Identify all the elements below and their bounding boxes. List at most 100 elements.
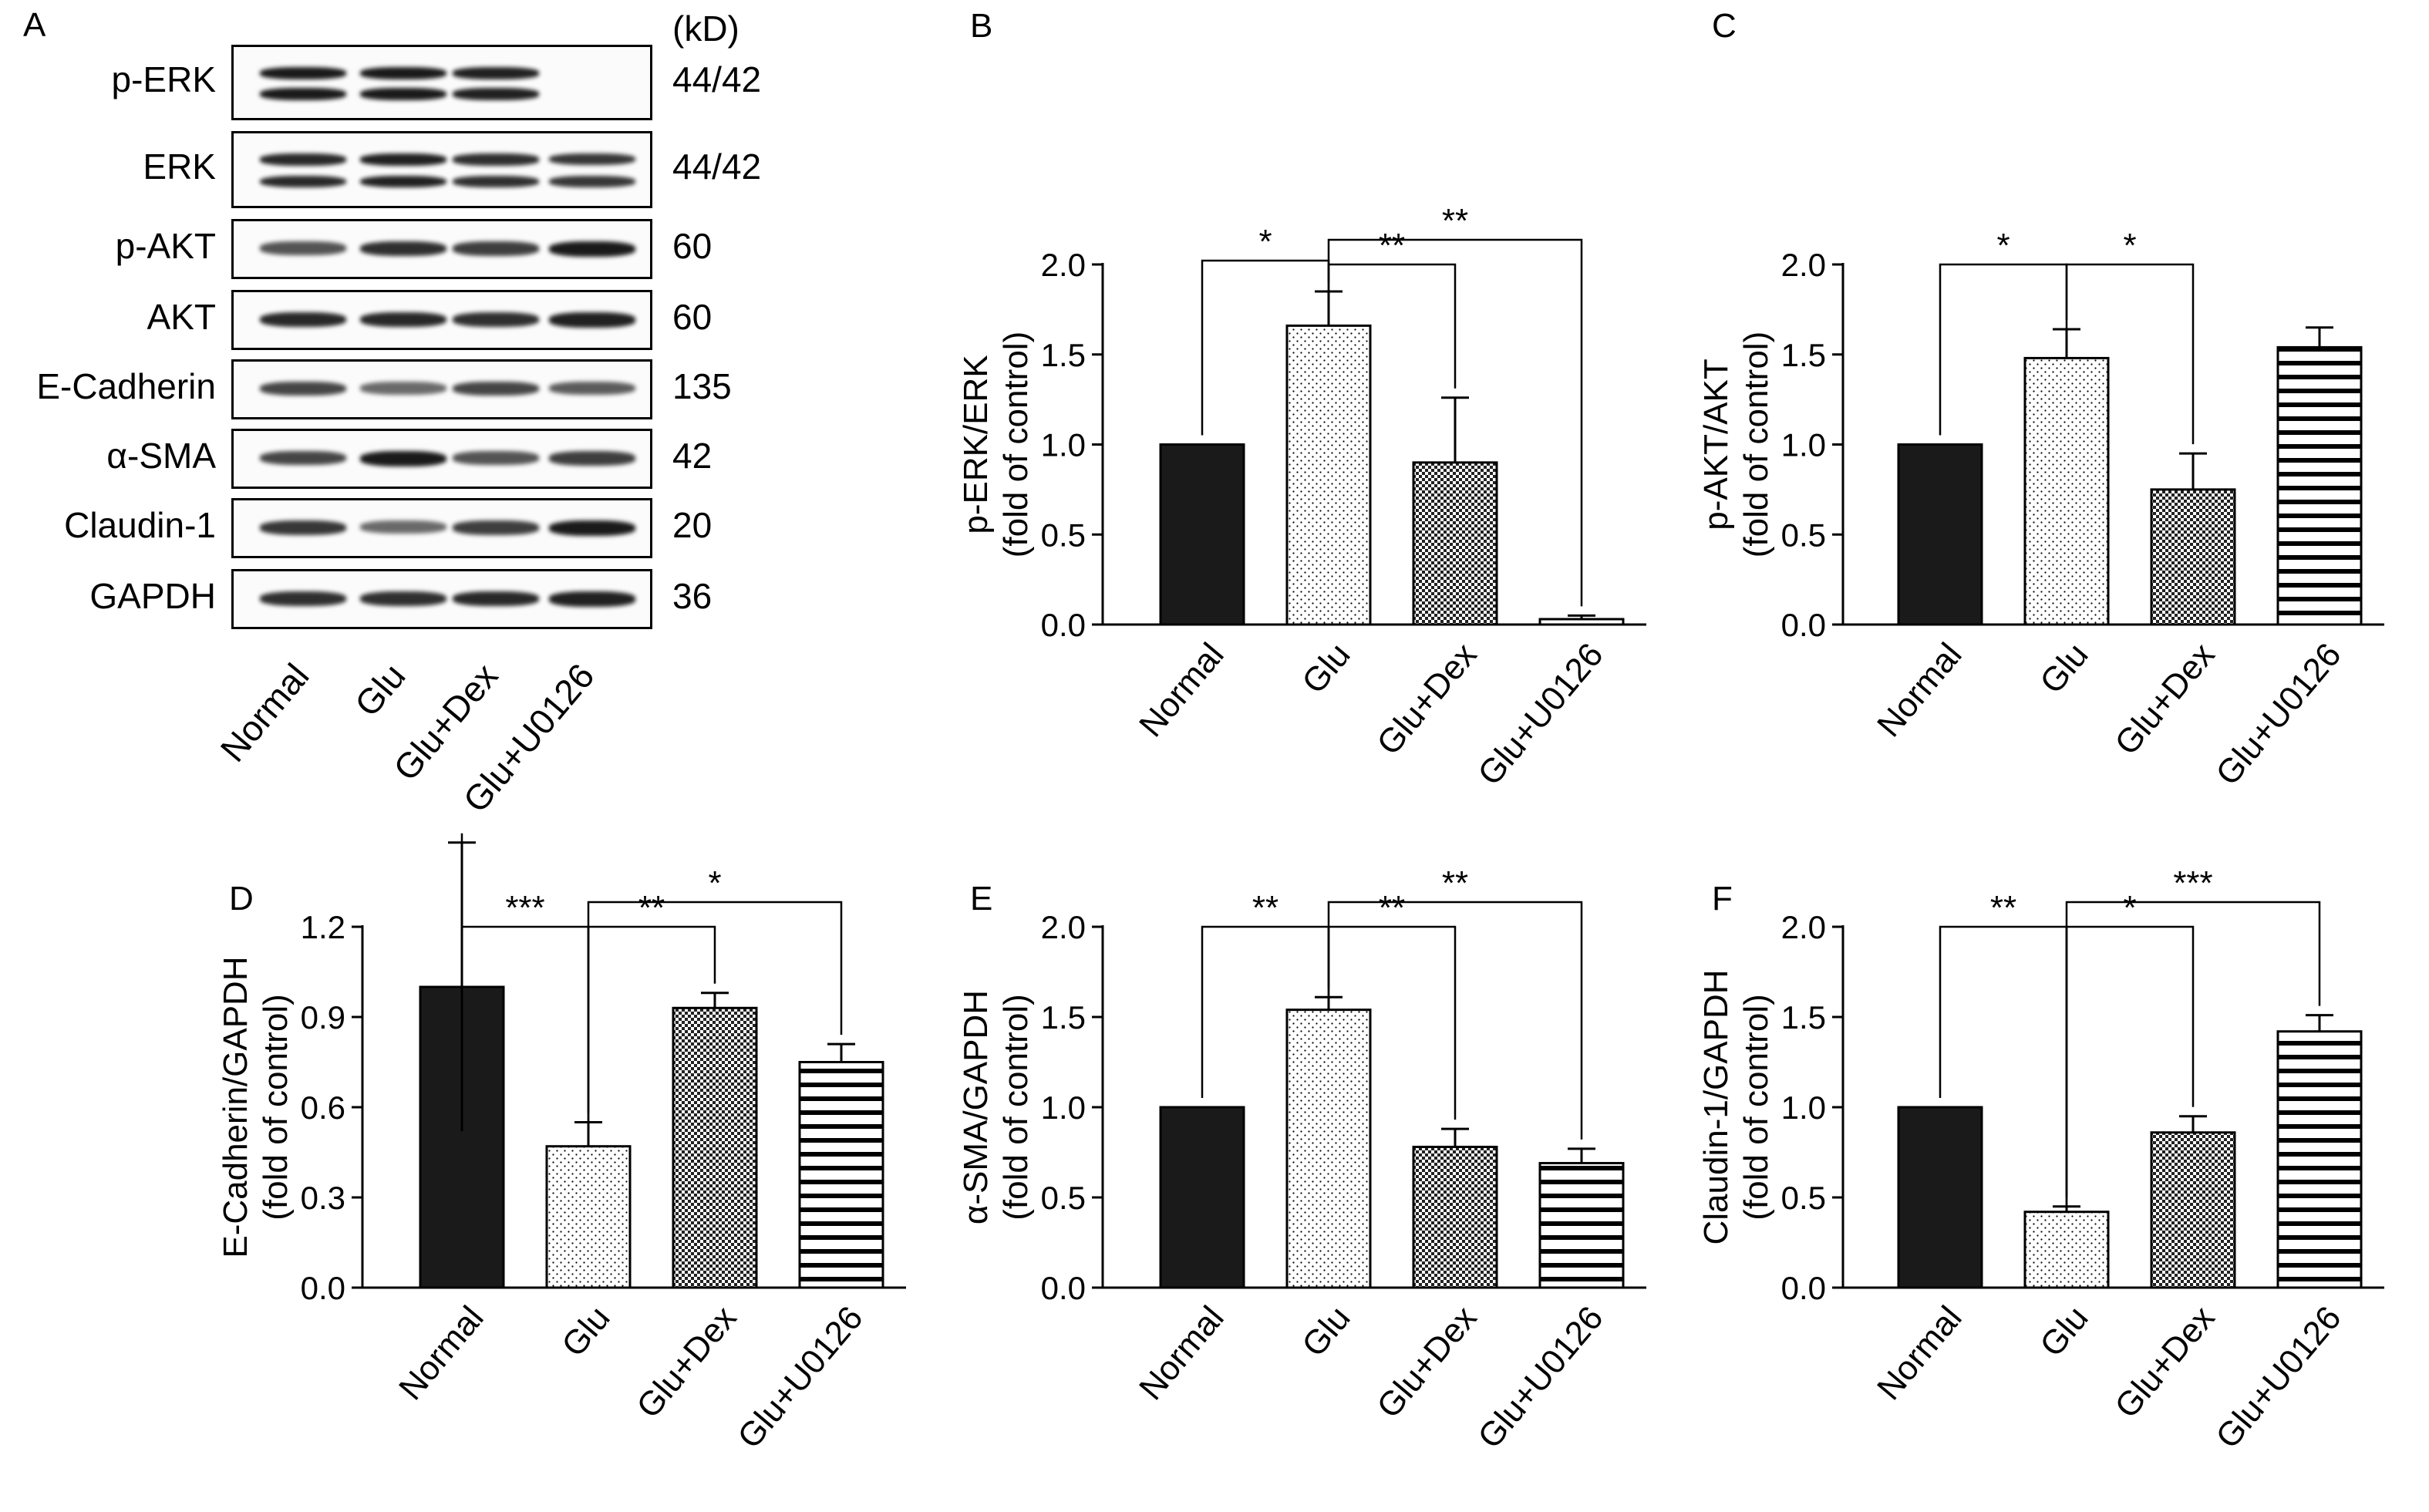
blot-row-label: GAPDH: [89, 576, 216, 616]
y-tick-label: 0.5: [1041, 517, 1086, 553]
bar: [1159, 443, 1245, 626]
significance-label: ***: [2173, 864, 2212, 902]
blot-band: [360, 241, 446, 257]
x-tick-label: Glu+Dex: [2107, 1299, 2222, 1426]
blot-band: [360, 153, 446, 167]
significance-label: *: [708, 864, 721, 902]
blot-band: [453, 382, 539, 396]
blot-strip: [231, 290, 652, 350]
x-tick-label: Glu+Dex: [2107, 636, 2222, 763]
y-tick-label: 1.0: [1041, 427, 1086, 463]
x-tick-label: Glu+Dex: [629, 1299, 743, 1426]
y-axis-label: Claudin-1/GAPDH: [1697, 969, 1735, 1244]
blot-band: [260, 591, 346, 607]
significance-label: **: [1442, 864, 1468, 902]
blot-band: [360, 88, 446, 101]
x-tick-label: Normal: [1132, 636, 1231, 744]
significance-bracket: [2065, 263, 2195, 445]
bar: [545, 1145, 632, 1289]
blot-band: [549, 591, 635, 607]
blot-row-label: ERK: [143, 146, 216, 187]
significance-label: **: [1379, 227, 1405, 264]
significance-bracket: [587, 901, 843, 1123]
blot-band: [549, 175, 635, 187]
y-tick-label: 0.6: [301, 1089, 345, 1126]
blot-strip: [231, 429, 652, 489]
blot-band: [453, 312, 539, 328]
blot-band: [453, 175, 539, 187]
bar: [2023, 1211, 2110, 1289]
blot-band: [453, 451, 539, 465]
bar: [2023, 356, 2110, 626]
x-tick-label: Glu+U0126: [2208, 636, 2348, 793]
blot-band: [549, 153, 635, 166]
significance-bracket: [1327, 901, 1583, 1140]
bar: [1538, 618, 1625, 626]
blot-band: [260, 175, 346, 188]
blot-band: [360, 382, 446, 395]
y-axis-label: (fold of control): [257, 994, 295, 1220]
bar: [1285, 1009, 1372, 1289]
bar: [2276, 1030, 2363, 1289]
panel-letter-a: A: [23, 6, 46, 44]
x-tick-label: Normal: [1870, 636, 1969, 744]
blot-row-label: α-SMA: [106, 436, 216, 476]
significance-label: **: [1990, 889, 2016, 927]
y-axis-label: α-SMA/GAPDH: [957, 990, 995, 1224]
blot-kd-value: 60: [672, 297, 713, 337]
panel-letter: B: [970, 7, 992, 45]
y-axis-label: p-AKT/AKT: [1697, 359, 1735, 530]
blot-kd-value: 60: [672, 226, 713, 266]
blot-kd-value: 44/42: [672, 59, 762, 99]
y-tick-label: 2.0: [1041, 909, 1086, 945]
x-tick-label: Glu: [554, 1299, 618, 1364]
y-tick-label: 0.0: [1781, 1270, 1826, 1306]
significance-label: ***: [505, 889, 544, 927]
y-axis-label: (fold of control): [1737, 994, 1775, 1220]
bar: [1159, 1106, 1245, 1289]
blot-band: [260, 241, 346, 255]
blot-strip: [231, 45, 652, 120]
blot-band: [360, 175, 446, 188]
blot-kd-value: 42: [672, 436, 713, 476]
blot-band: [549, 520, 635, 536]
x-tick-label: Normal: [1132, 1299, 1231, 1407]
blot-band: [453, 241, 539, 256]
blot-band: [453, 520, 539, 535]
significance-label: **: [1252, 889, 1279, 927]
y-tick-label: 2.0: [1781, 247, 1826, 283]
significance-label: *: [1258, 223, 1272, 261]
blot-row-label: Claudin-1: [64, 505, 216, 545]
y-tick-label: 0.0: [1041, 607, 1086, 643]
y-tick-label: 0.5: [1041, 1180, 1086, 1216]
x-tick-label: Glu+Dex: [1369, 636, 1484, 763]
blot-strip: [231, 359, 652, 419]
blot-kd-value: 20: [672, 505, 713, 545]
bar: [1897, 1106, 1983, 1289]
x-tick-label: Glu+U0126: [730, 1299, 870, 1456]
x-tick-label: Normal: [1870, 1299, 1969, 1407]
panel-letter: F: [1712, 880, 1733, 918]
blot-kd-value: 36: [672, 576, 713, 616]
blot-strip: [231, 219, 652, 279]
significance-label: **: [1379, 889, 1405, 927]
panel-letter: D: [229, 880, 254, 918]
blot-band: [260, 153, 346, 166]
bar: [2276, 345, 2363, 626]
bar: [672, 1006, 758, 1289]
y-tick-label: 1.5: [1041, 999, 1086, 1036]
blot-strip: [231, 131, 652, 208]
blot-band: [260, 88, 346, 101]
blot-band: [260, 382, 346, 396]
significance-label: **: [1442, 202, 1468, 240]
y-tick-label: 2.0: [1041, 247, 1086, 283]
bar: [1412, 1145, 1498, 1289]
x-tick-label: Glu+U0126: [2208, 1299, 2348, 1456]
x-tick-label: Normal: [392, 1299, 491, 1407]
panel-letter: C: [1712, 7, 1737, 45]
blot-band: [453, 66, 539, 79]
bar: [1412, 461, 1498, 626]
blot-band: [360, 312, 446, 328]
bar: [1285, 324, 1372, 626]
